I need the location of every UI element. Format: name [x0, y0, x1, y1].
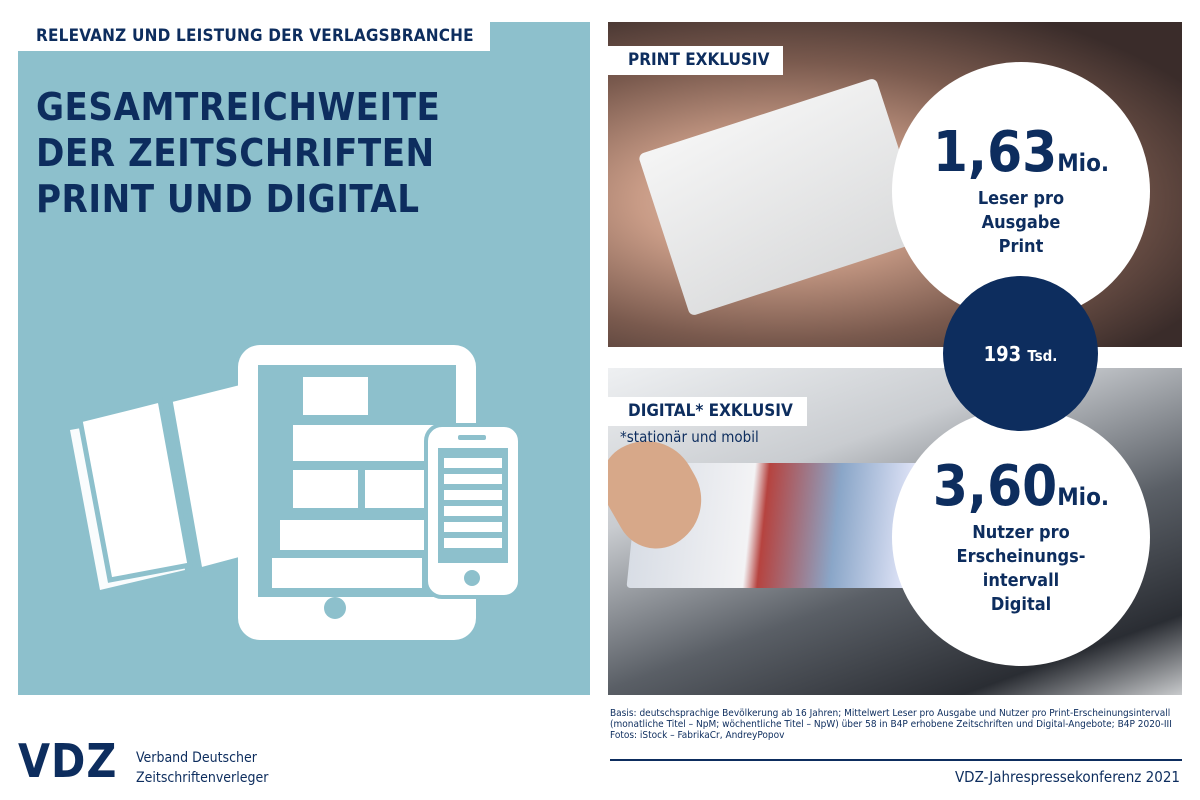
overlap-value: 193: [983, 341, 1022, 366]
overlap-circle: 193 Tsd.: [943, 276, 1098, 431]
print-value: 1,63: [932, 120, 1058, 185]
devices-illustration-icon: [70, 345, 522, 640]
vdz-logo: VDZ: [18, 734, 118, 788]
conference-label: VDZ-Jahrespressekonferenz 2021: [954, 768, 1180, 786]
magazine-image: [637, 77, 929, 317]
org-line: Verband Deutscher: [136, 750, 257, 766]
digital-desc: intervall: [982, 570, 1060, 591]
title-line: PRINT UND DIGITAL: [36, 177, 420, 221]
org-name: Verband Deutscher Zeitschriftenverleger: [136, 748, 268, 788]
digital-desc: Digital: [990, 594, 1052, 615]
print-unit: Mio.: [1057, 149, 1110, 177]
footnote-line: Fotos: iStock – FabrikaCr, AndreyPopov: [610, 730, 785, 741]
divider: [610, 759, 1182, 761]
print-desc: Print: [998, 236, 1044, 257]
print-desc: Leser pro: [977, 188, 1065, 209]
footnote-line: Basis: deutschsprachige Bevölkerung ab 1…: [610, 708, 1171, 719]
digital-label: DIGITAL* EXKLUSIV: [608, 397, 807, 426]
digital-unit: Mio.: [1057, 483, 1110, 511]
overlap-unit: Tsd.: [1027, 346, 1058, 365]
title-line: DER ZEITSCHRIFTEN: [36, 131, 435, 175]
digital-stat-circle: 3,60Mio. Nutzer pro Erscheinungs-interval…: [892, 408, 1150, 666]
page-title: GESAMTREICHWEITE DER ZEITSCHRIFTEN PRINT…: [36, 84, 440, 222]
footnote-line: (monatliche Titel – NpM; wöchentliche Ti…: [610, 719, 1172, 730]
kicker: RELEVANZ UND LEISTUNG DER VERLAGSBRANCHE: [18, 22, 490, 51]
digital-note: *stationär und mobil: [620, 428, 759, 446]
print-label: PRINT EXKLUSIV: [608, 46, 784, 75]
digital-desc: Erscheinungs-: [956, 546, 1086, 567]
print-desc: Ausgabe: [981, 212, 1061, 233]
digital-value: 3,60: [932, 454, 1058, 519]
org-line: Zeitschriftenverleger: [136, 770, 269, 786]
footnote: Basis: deutschsprachige Bevölkerung ab 1…: [610, 708, 1195, 741]
title-line: GESAMTREICHWEITE: [36, 85, 441, 129]
digital-desc: Nutzer pro: [972, 522, 1070, 543]
